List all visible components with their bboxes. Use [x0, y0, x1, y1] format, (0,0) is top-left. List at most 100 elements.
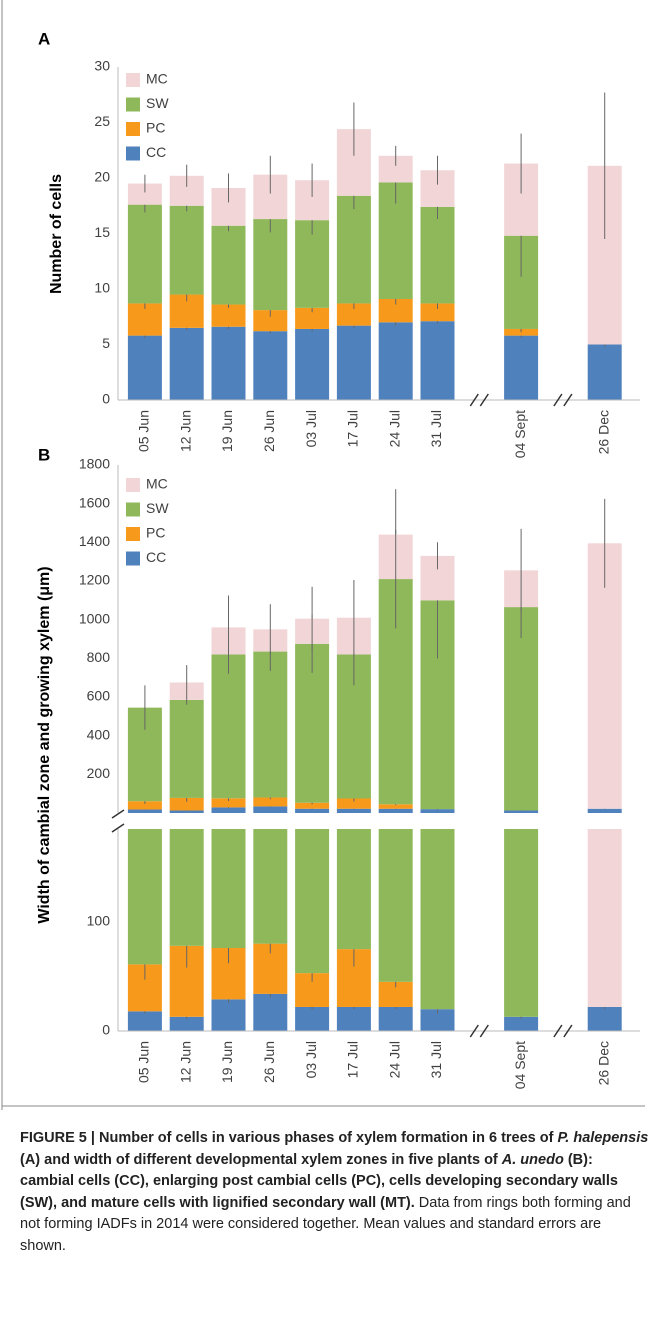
bar-segment — [169, 699, 204, 798]
bar-segment — [295, 829, 330, 974]
legend-label: SW — [146, 95, 169, 111]
bar-segment — [336, 829, 371, 950]
x-tick-label: 04 Sept — [512, 410, 528, 458]
legend-label: PC — [146, 120, 165, 136]
y-axis-title: Number of cells — [48, 174, 65, 294]
bar-segment — [295, 307, 330, 329]
x-tick-label: 31 Jul — [428, 1041, 444, 1078]
bar-segment — [253, 829, 288, 944]
y-tick-label: 1800 — [79, 456, 110, 472]
y-tick-label: 30 — [94, 58, 110, 74]
legend-swatch — [126, 97, 140, 112]
bar-segment — [420, 206, 455, 304]
bar-segment — [378, 829, 413, 982]
axis-break — [553, 393, 563, 407]
bar-segment — [420, 1009, 455, 1031]
x-tick-label: 24 Jul — [386, 410, 402, 447]
bar-segment — [420, 829, 455, 1010]
bar-segment — [127, 801, 162, 810]
bar-segment — [378, 804, 413, 809]
legend-swatch — [126, 478, 140, 492]
bar-segment — [336, 808, 371, 813]
bar-segment — [504, 1016, 539, 1031]
x-tick-label: 05 Jun — [136, 1041, 152, 1083]
bar-segment — [211, 225, 246, 305]
legend-label: MC — [146, 71, 168, 87]
axis-break — [479, 1024, 489, 1038]
bar-segment — [420, 809, 455, 813]
legend-swatch — [126, 122, 140, 136]
bar-segment — [420, 321, 455, 400]
bar-segment — [295, 220, 330, 308]
bar-segment — [211, 807, 246, 813]
caption: FIGURE 5 | Number of cells in various ph… — [20, 1128, 650, 1257]
legend-label: PC — [146, 525, 165, 541]
bar-segment — [378, 808, 413, 813]
caption-text: (B): cambial cells (CC), enlarging post … — [20, 1151, 618, 1211]
axis-break — [553, 1024, 563, 1038]
bar-segment — [211, 829, 246, 949]
panel-label: A — [38, 29, 50, 48]
caption-text: A. unedo — [501, 1151, 564, 1168]
y-tick-label: 15 — [94, 224, 110, 240]
y-tick-label: 200 — [87, 765, 111, 781]
bar-segment — [211, 304, 246, 327]
y-tick-label: 1200 — [79, 572, 110, 588]
bar-segment — [127, 809, 162, 813]
bar-segment — [253, 797, 288, 807]
x-tick-label: 03 Jul — [303, 410, 319, 447]
x-tick-label: 19 Jun — [219, 410, 235, 452]
x-tick-label: 05 Jun — [136, 410, 152, 452]
bar-segment — [127, 829, 162, 965]
y-tick-label: 20 — [94, 169, 110, 185]
x-tick-label: 26 Jun — [261, 1041, 277, 1083]
bar-segment — [378, 1006, 413, 1031]
bar-segment — [378, 322, 413, 400]
bar-segment — [336, 325, 371, 400]
axis-break — [563, 393, 573, 407]
legend-label: CC — [146, 549, 166, 565]
x-tick-label: 03 Jul — [303, 1041, 319, 1078]
bar-segment — [169, 205, 204, 295]
bar-segment — [587, 808, 622, 813]
y-tick-label: 600 — [87, 688, 111, 704]
bar-segment — [504, 607, 539, 811]
bar-segment — [336, 303, 371, 326]
x-tick-label: 26 Dec — [595, 1041, 611, 1085]
x-tick-label: 26 Dec — [595, 410, 611, 454]
bar-segment — [211, 999, 246, 1031]
bar-segment — [169, 810, 204, 813]
bar-segment — [295, 0, 329, 76]
y-tick-label: 1600 — [79, 494, 110, 510]
y-tick-label: 800 — [87, 649, 111, 665]
x-tick-label: 17 Jul — [345, 410, 361, 447]
y-tick-label: 0 — [102, 1022, 110, 1038]
x-tick-label: 31 Jul — [428, 410, 444, 447]
bar-segment — [127, 183, 162, 205]
axis-break — [469, 393, 479, 407]
legend-label: SW — [146, 500, 169, 516]
bar-segment — [253, 806, 288, 813]
bar-segment — [211, 326, 246, 400]
bar-segment — [378, 298, 413, 323]
y-axis-title: Width of cambial zone and growing xylem … — [36, 566, 53, 923]
y-tick-label: 5 — [102, 335, 110, 351]
bar-segment — [253, 993, 288, 1031]
legend-swatch — [126, 527, 140, 541]
axis-break — [563, 1024, 573, 1038]
bar-segment — [211, 654, 246, 799]
bar-segment — [295, 328, 330, 400]
x-tick-label: 12 Jun — [177, 1041, 193, 1083]
x-tick-label: 19 Jun — [219, 1041, 235, 1083]
bar-segment — [169, 797, 204, 811]
y-tick-label: 100 — [87, 913, 111, 929]
bar-segment — [295, 802, 330, 809]
caption-text: P. halepensis — [557, 1130, 649, 1146]
bar-segment — [169, 829, 204, 946]
bar-segment — [127, 204, 162, 304]
bar-segment — [253, 219, 288, 311]
legend-swatch — [126, 73, 140, 87]
bar-segment — [295, 1006, 330, 1031]
x-tick-label: 26 Jun — [261, 410, 277, 452]
